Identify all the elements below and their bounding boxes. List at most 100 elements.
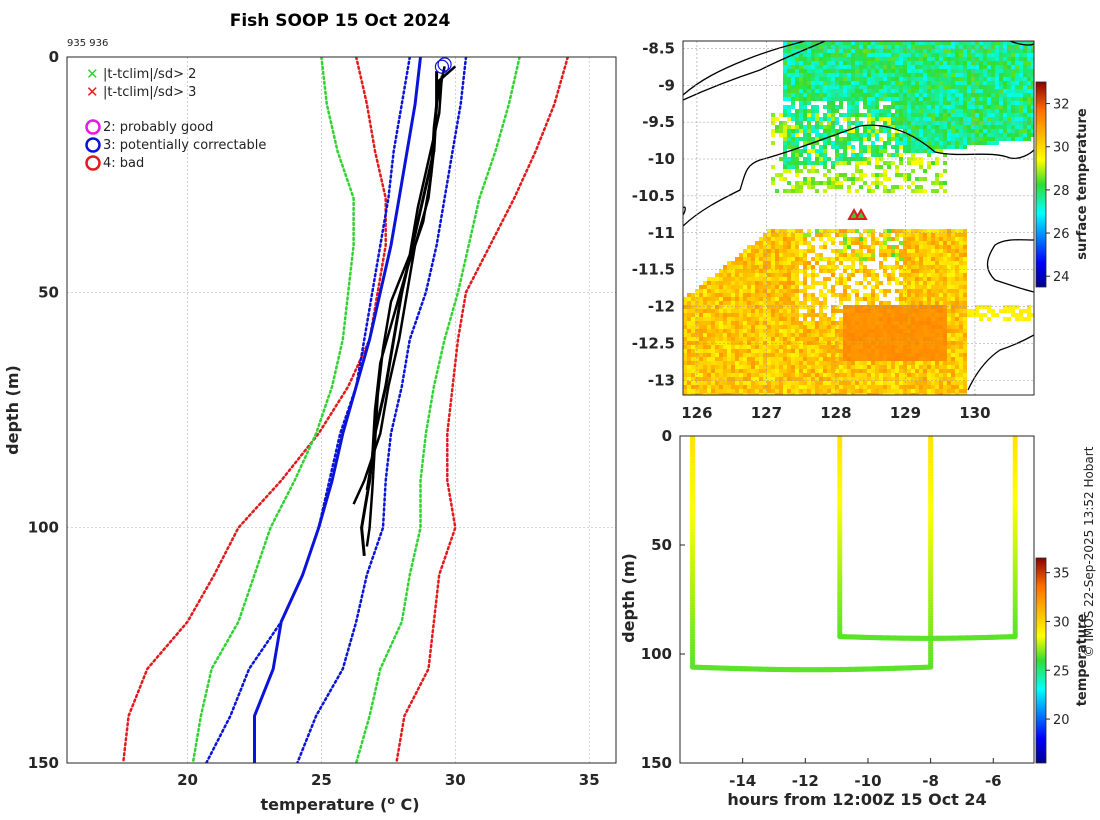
sst-cell xyxy=(983,81,987,85)
sst-cell xyxy=(951,117,955,121)
sst-cell xyxy=(699,349,703,353)
sst-cell xyxy=(811,317,815,321)
sst-cell xyxy=(771,281,775,285)
sst-cell xyxy=(1015,305,1019,309)
sst-cell xyxy=(979,113,983,117)
sst-cell xyxy=(867,325,871,329)
sst-cell xyxy=(735,297,739,301)
sst-cell xyxy=(995,61,999,65)
sst-cell xyxy=(803,345,807,349)
sst-cell xyxy=(915,89,919,93)
sst-cell xyxy=(847,81,851,85)
sst-cell xyxy=(803,237,807,241)
sst-cell xyxy=(1031,53,1034,57)
sst-cell xyxy=(943,89,947,93)
sst-cell xyxy=(923,385,927,389)
sst-cell xyxy=(927,349,931,353)
sst-cell xyxy=(947,125,951,129)
sst-cell xyxy=(847,97,851,101)
sst-cell xyxy=(847,297,851,301)
sst-cell xyxy=(895,121,899,125)
sst-cell xyxy=(987,57,991,61)
sst-cell xyxy=(899,101,903,105)
sst-cell xyxy=(831,181,835,185)
sst-cell xyxy=(895,373,899,377)
sst-cell xyxy=(823,73,827,77)
sst-cell xyxy=(863,285,867,289)
sst-cell xyxy=(891,113,895,117)
sst-cell xyxy=(851,249,855,253)
sst-cell xyxy=(687,393,691,395)
sst-cell xyxy=(715,349,719,353)
sst-cell xyxy=(991,105,995,109)
sst-cell xyxy=(927,389,931,393)
sst-cell xyxy=(991,77,995,81)
sst-cell xyxy=(843,373,847,377)
sst-cell xyxy=(959,133,963,137)
sst-cell xyxy=(775,129,779,133)
legend-circle-blue-icon xyxy=(85,137,101,153)
sst-cell xyxy=(967,41,971,45)
sst-cell xyxy=(947,49,951,53)
sst-cell xyxy=(967,89,971,93)
sst-cell xyxy=(795,65,799,69)
sst-cell xyxy=(947,293,951,297)
sst-cell xyxy=(855,153,859,157)
sst-cell xyxy=(759,265,763,269)
sst-cell xyxy=(711,381,715,385)
sst-cell xyxy=(959,305,963,309)
sst-cell xyxy=(775,277,779,281)
sst-cell xyxy=(787,341,791,345)
sst-cell xyxy=(779,253,783,257)
sst-cell xyxy=(951,237,955,241)
sst-cell xyxy=(1003,61,1007,65)
sst-cell xyxy=(943,253,947,257)
sst-cell xyxy=(891,381,895,385)
sst-cell xyxy=(743,317,747,321)
sst-cell xyxy=(963,297,967,301)
sst-cell xyxy=(975,101,979,105)
sst-cell xyxy=(915,261,919,265)
sst-cell xyxy=(867,377,871,381)
sst-cell xyxy=(979,45,983,49)
sst-cell xyxy=(919,53,923,57)
sst-cell xyxy=(895,353,899,357)
sst-cell xyxy=(851,369,855,373)
sst-cell xyxy=(1019,85,1023,89)
sst-cell xyxy=(811,337,815,341)
sst-cell xyxy=(979,81,983,85)
sst-cell xyxy=(839,381,843,385)
sst-cell xyxy=(847,273,851,277)
sst-cell xyxy=(919,345,923,349)
sst-cell xyxy=(891,185,895,189)
sst-cell xyxy=(767,353,771,357)
sst-cell xyxy=(935,237,939,241)
sst-cell xyxy=(783,273,787,277)
sst-cell xyxy=(907,161,911,165)
sst-cell xyxy=(855,77,859,81)
sst-cell xyxy=(839,349,843,353)
sst-cell xyxy=(907,337,911,341)
sst-cell xyxy=(795,297,799,301)
sst-cell xyxy=(1011,121,1015,125)
sst-cell xyxy=(875,53,879,57)
sst-cell xyxy=(827,377,831,381)
sst-cell xyxy=(771,317,775,321)
sst-cell xyxy=(735,285,739,289)
sst-cell xyxy=(951,257,955,261)
sst-cell xyxy=(771,365,775,369)
sst-cell xyxy=(787,313,791,317)
sst-cell xyxy=(859,69,863,73)
sst-cell xyxy=(683,349,687,353)
sst-cell xyxy=(891,277,895,281)
sst-cell xyxy=(735,393,739,395)
sst-cell xyxy=(807,261,811,265)
sst-cell xyxy=(983,93,987,97)
sst-cell xyxy=(947,393,951,395)
sst-cell xyxy=(899,109,903,113)
sst-cell xyxy=(1007,53,1011,57)
sst-cell xyxy=(863,161,867,165)
sst-cell xyxy=(843,257,847,261)
sst-cell xyxy=(831,353,835,357)
sst-cell xyxy=(995,73,999,77)
